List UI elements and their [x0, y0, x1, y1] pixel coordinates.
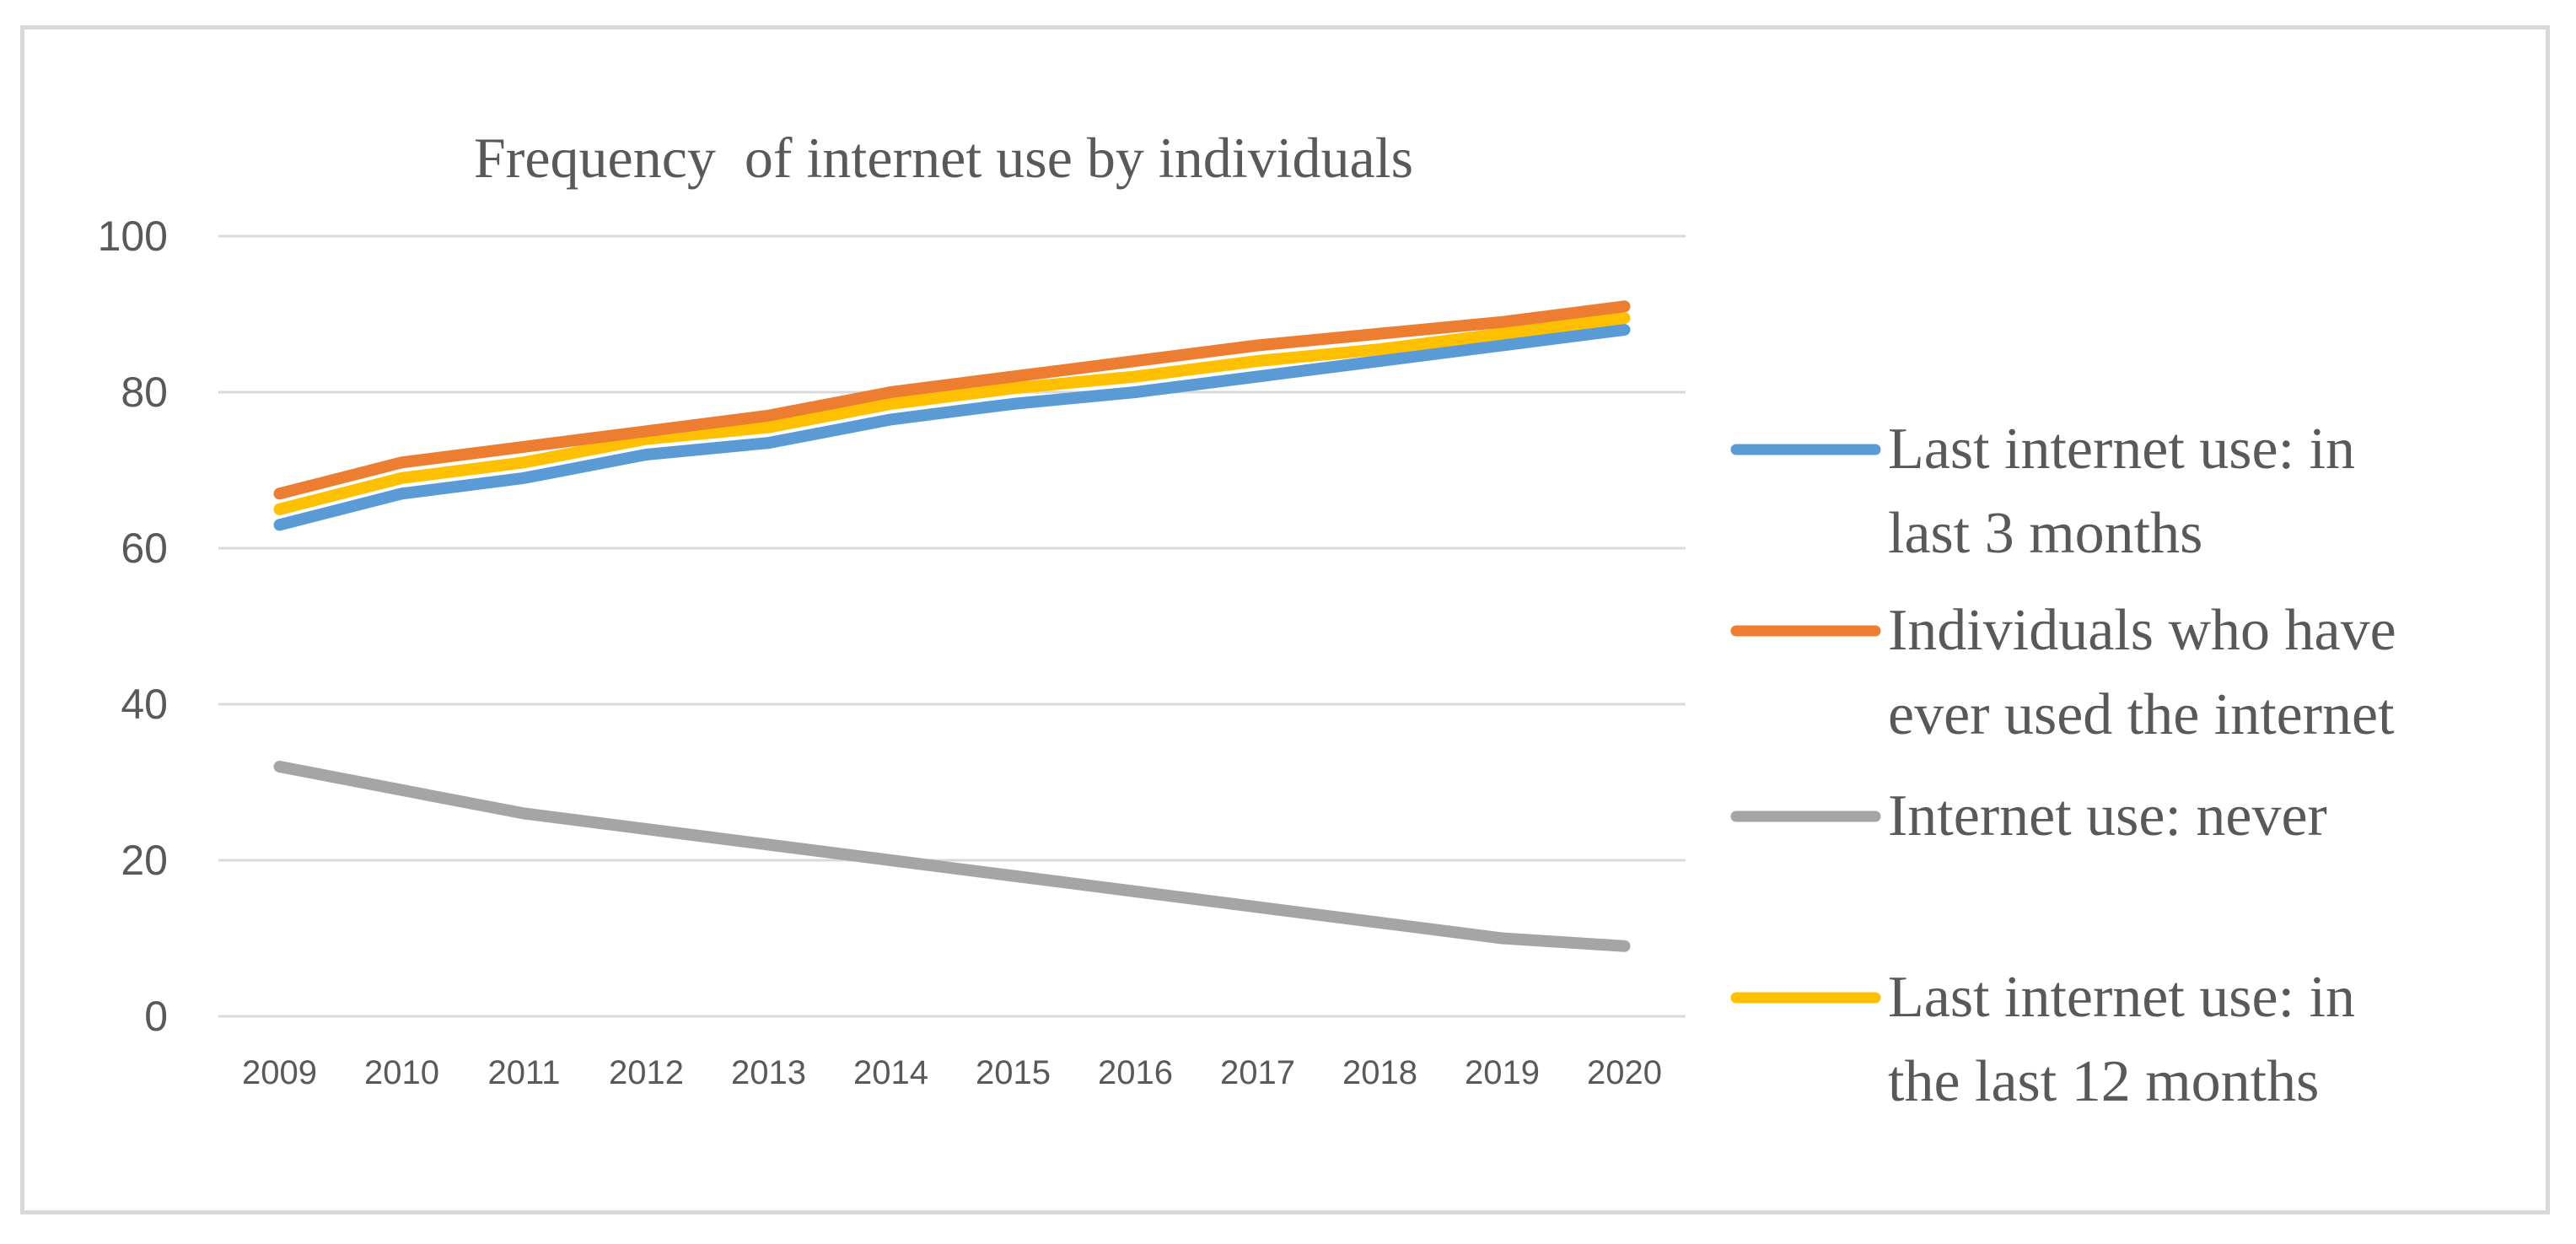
x-tick-label: 2013 [731, 1054, 806, 1091]
y-tick-label: 0 [144, 993, 168, 1040]
x-tick-label: 2020 [1587, 1054, 1662, 1091]
legend-label: ever used the internet [1888, 682, 2395, 747]
x-axis-ticks: 2009 2010 2011 2012 2013 2014 2015 2016 2017 2018… [242, 1054, 1662, 1091]
y-axis-ticks: 0 20 40 60 80 100 [98, 213, 168, 1040]
line-chart: Frequency of internet use by individuals… [98, 126, 2396, 1114]
series-lines [273, 300, 1631, 952]
x-tick-label: 2018 [1342, 1054, 1417, 1091]
legend-label: Last internet use: in [1888, 965, 2355, 1030]
x-tick-label: 2010 [364, 1054, 439, 1091]
x-tick-label: 2015 [976, 1054, 1051, 1091]
x-tick-label: 2016 [1098, 1054, 1173, 1091]
legend-label: Individuals who have [1888, 598, 2396, 663]
y-tick-label: 60 [121, 525, 168, 572]
series-line-3 [273, 761, 1631, 952]
chart-title: Frequency of internet use by individuals [474, 126, 1413, 190]
legend-item-3: Internet use: never [1730, 784, 2327, 848]
chart-frame: Frequency of internet use by individuals… [20, 25, 2550, 1214]
x-tick-label: 2011 [487, 1054, 560, 1091]
x-tick-label: 2012 [609, 1054, 684, 1091]
legend-label: last 3 months [1888, 501, 2202, 566]
legend-item-2: Individuals who have ever used the intern… [1730, 598, 2396, 747]
x-tick-label: 2019 [1465, 1054, 1540, 1091]
series-line-4 [273, 312, 1631, 515]
series-line-2 [273, 300, 1631, 500]
x-tick-label: 2017 [1220, 1054, 1295, 1091]
legend-label: the last 12 months [1888, 1049, 2319, 1114]
y-tick-label: 80 [121, 369, 168, 416]
series-line-1 [273, 324, 1631, 531]
x-tick-label: 2009 [242, 1054, 317, 1091]
legend: Last internet use: in last 3 months Indivi… [1730, 417, 2396, 1114]
y-tick-label: 20 [121, 837, 168, 884]
legend-item-4: Last internet use: in the last 12 months [1730, 965, 2355, 1114]
y-tick-label: 100 [98, 213, 168, 260]
legend-label: Internet use: never [1888, 784, 2327, 848]
legend-label: Last internet use: in [1888, 417, 2355, 482]
y-tick-label: 40 [121, 681, 168, 728]
legend-item-1: Last internet use: in last 3 months [1730, 417, 2355, 566]
x-tick-label: 2014 [853, 1054, 928, 1091]
